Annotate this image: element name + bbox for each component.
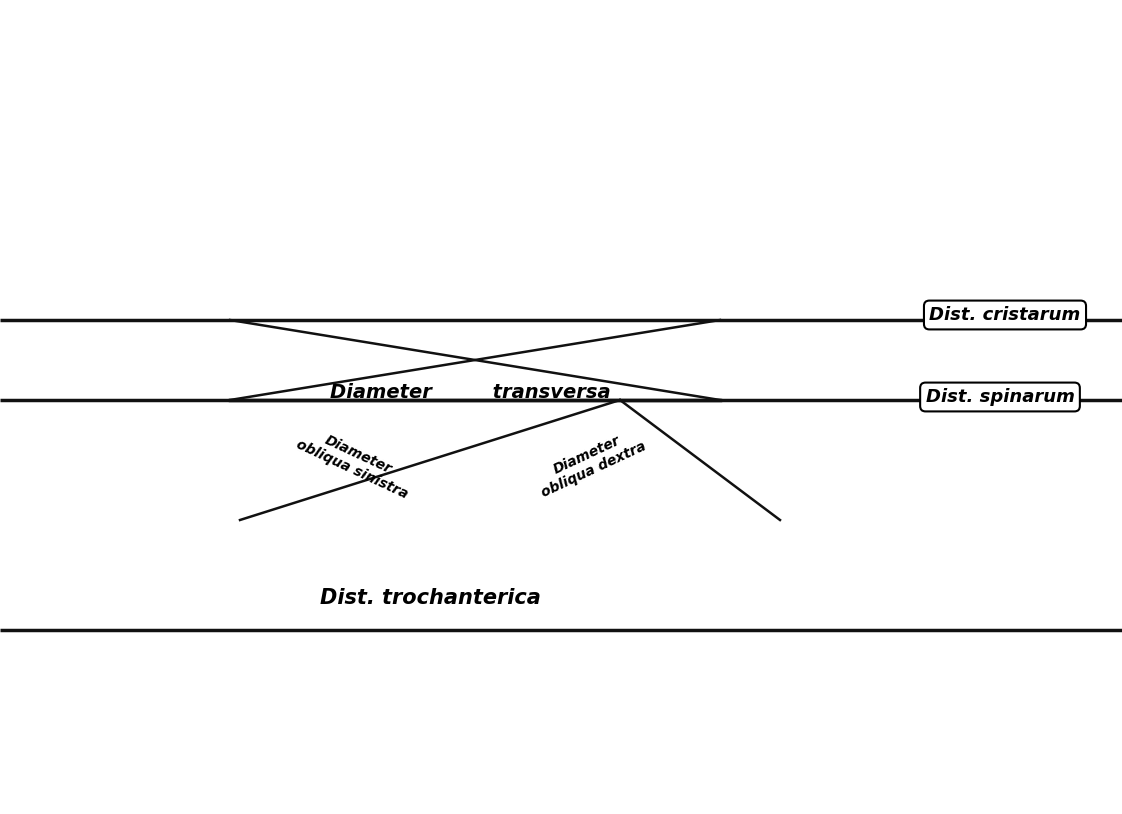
Text: Dist. spinarum: Dist. spinarum <box>926 388 1075 406</box>
Text: Diameter
obliqua dextra: Diameter obliqua dextra <box>532 424 649 500</box>
Text: Dist. cristarum: Dist. cristarum <box>929 306 1080 324</box>
Text: Dist. trochanterica: Dist. trochanterica <box>320 588 541 608</box>
Text: Diameter         transversa: Diameter transversa <box>330 383 610 402</box>
Text: Diameter
obliqua sinistra: Diameter obliqua sinistra <box>294 422 416 501</box>
